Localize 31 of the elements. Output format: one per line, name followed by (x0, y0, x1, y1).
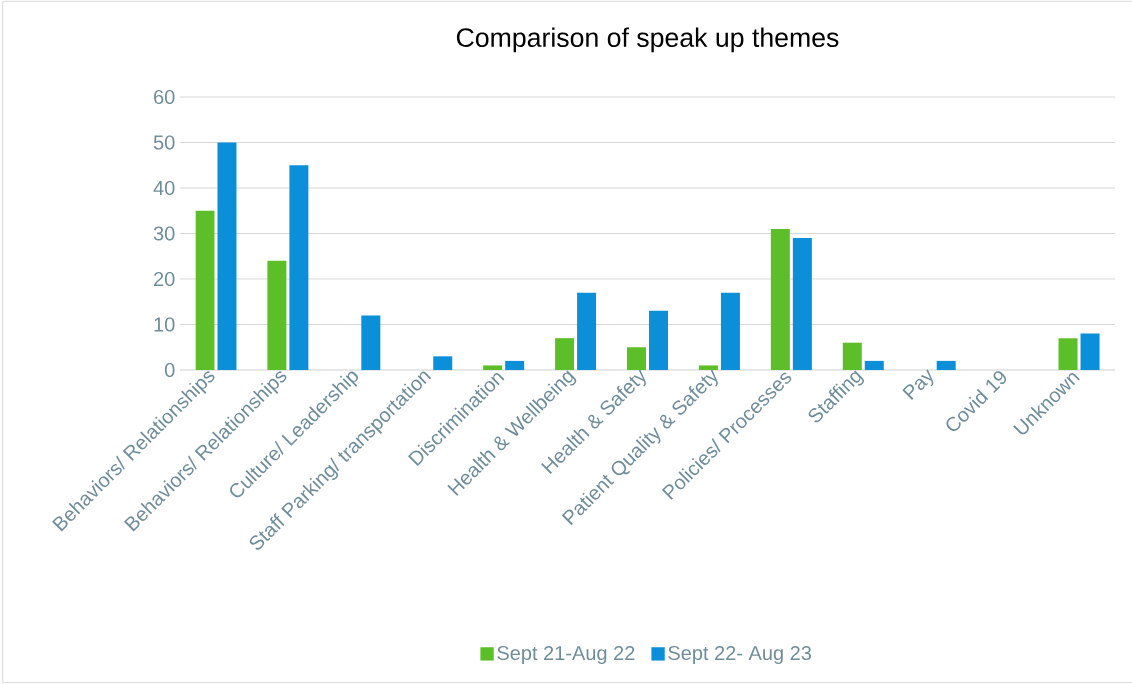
bar (720, 292, 740, 370)
bar (361, 315, 381, 370)
bar (627, 347, 646, 370)
bar (770, 228, 790, 370)
y-tick-label: 20 (154, 271, 175, 287)
legend-label: Sept 22- Aug 23 (668, 645, 812, 665)
bar (555, 338, 575, 370)
bar (217, 142, 237, 370)
bar (433, 356, 453, 370)
bar (577, 292, 597, 370)
y-tick-label: 30 (153, 226, 175, 241)
bar (842, 342, 862, 370)
bar (289, 165, 309, 370)
chart-title: Comparison of speak up themes (456, 27, 839, 53)
legend-label: Sept 21-Aug 22 (497, 645, 635, 665)
y-tick-label: 60 (154, 89, 175, 105)
y-tick-label: 10 (154, 317, 175, 332)
bar (792, 238, 812, 370)
y-tick-label: 50 (153, 135, 175, 150)
bar (1080, 333, 1100, 370)
bar (698, 365, 718, 370)
bar (505, 360, 525, 370)
bar (267, 260, 287, 370)
bar (936, 360, 956, 370)
bar (483, 365, 503, 370)
bar (864, 360, 884, 370)
bar (1058, 338, 1078, 370)
y-tick-label: 40 (153, 180, 175, 196)
bar (195, 210, 215, 370)
x-tick-label: Pay (902, 369, 934, 400)
bar (649, 310, 668, 370)
